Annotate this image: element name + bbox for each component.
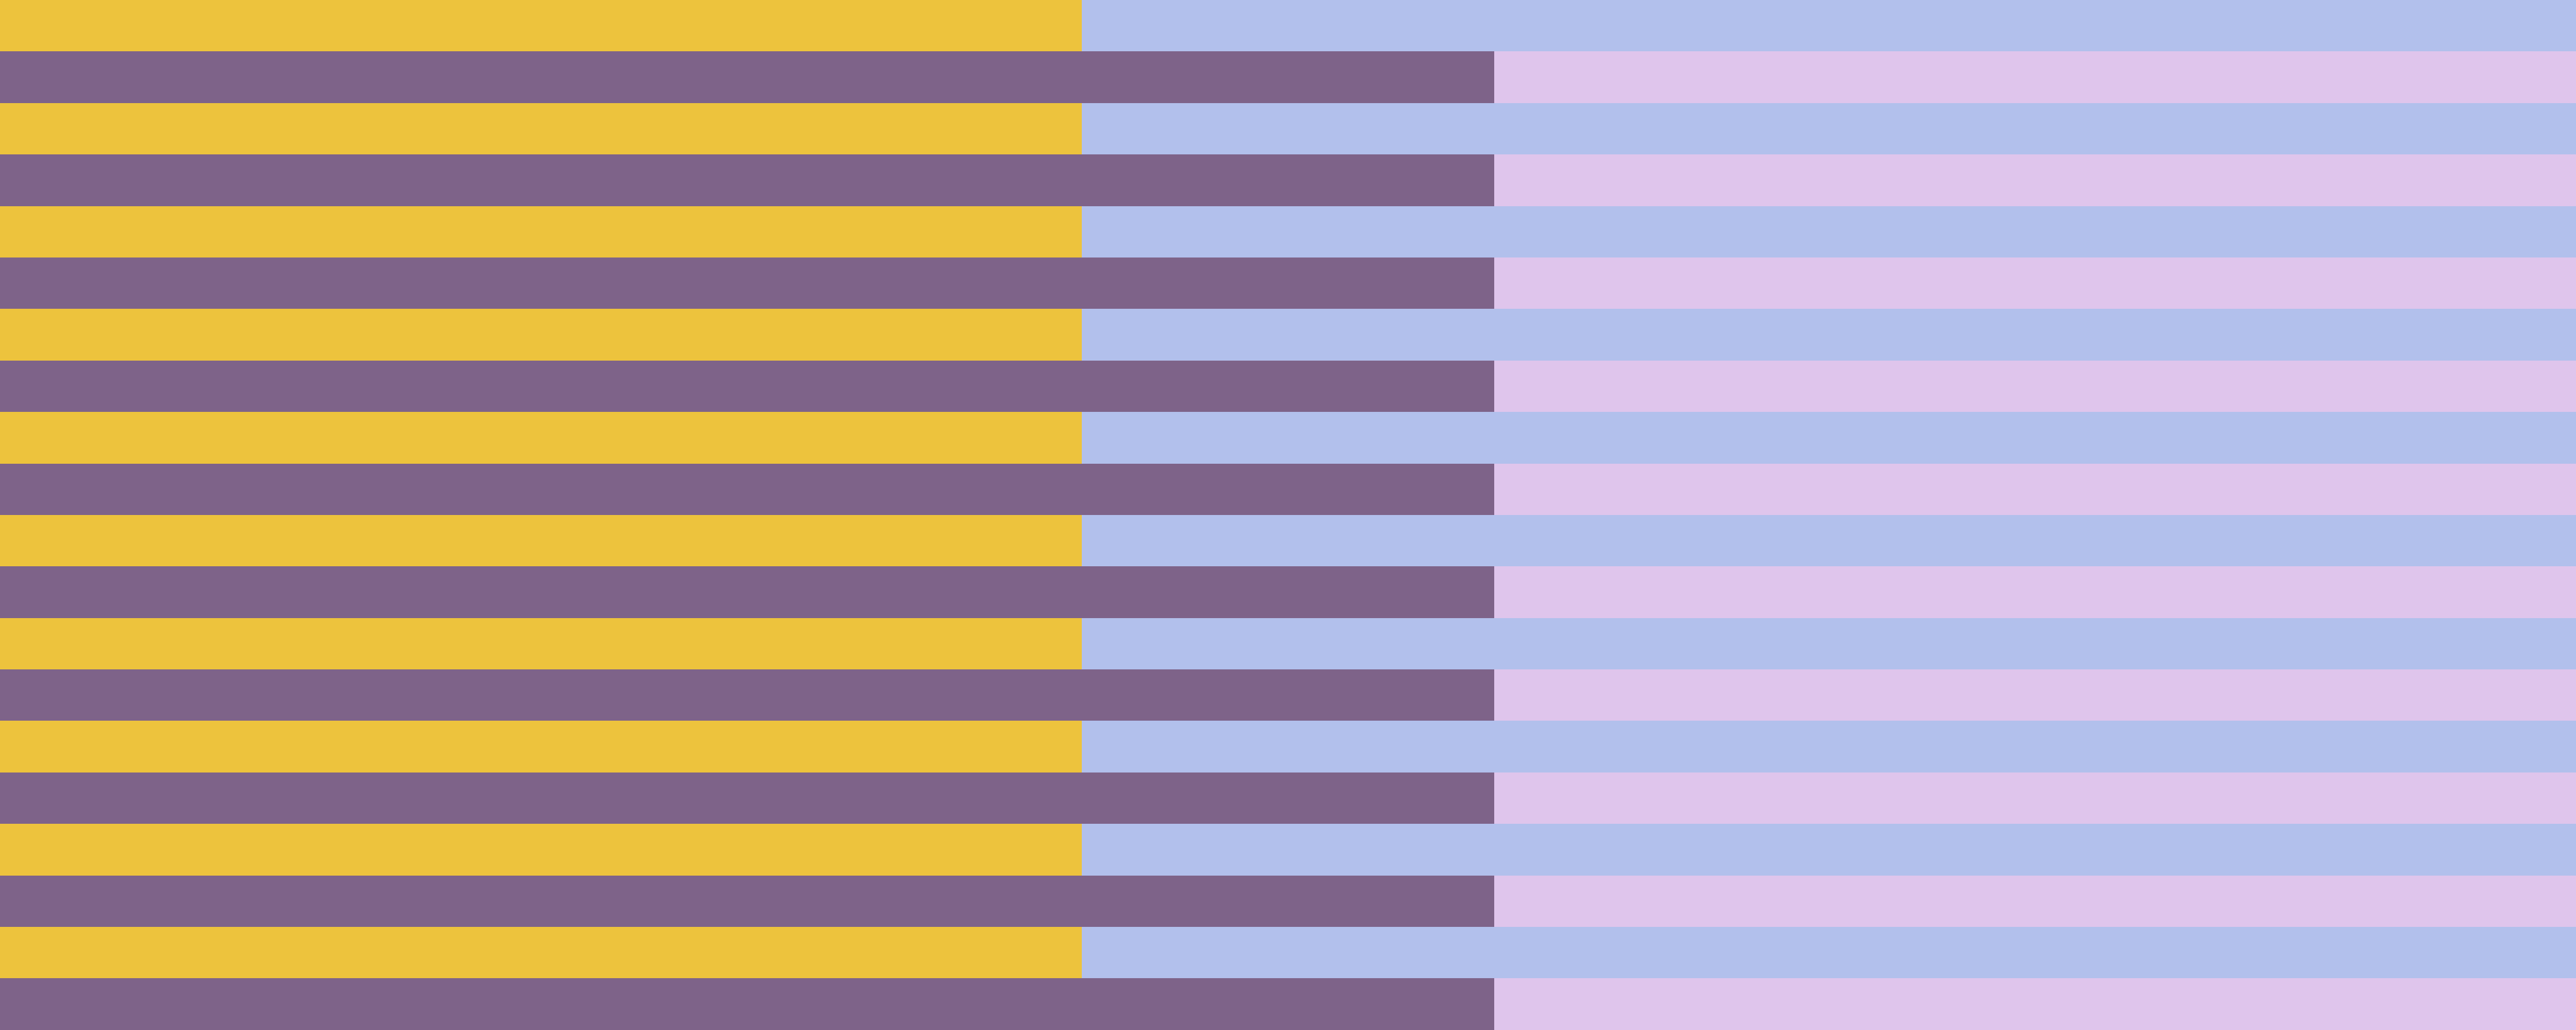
stripe-left-segment bbox=[0, 257, 1494, 309]
stripe-row bbox=[0, 514, 2576, 567]
stripe-left-segment bbox=[0, 669, 1494, 721]
stripe-row bbox=[0, 772, 2576, 824]
stripe-left-segment bbox=[0, 206, 1082, 258]
stripe-left-segment bbox=[0, 103, 1082, 155]
stripe-row bbox=[0, 51, 2576, 103]
stripe-left-segment bbox=[0, 463, 1494, 515]
stripe-row bbox=[0, 412, 2576, 464]
stripe-row bbox=[0, 824, 2576, 876]
stripe-row bbox=[0, 669, 2576, 721]
stripe-left-segment bbox=[0, 978, 1494, 1030]
stripe-left-segment bbox=[0, 927, 1082, 979]
stripe-row bbox=[0, 566, 2576, 618]
stripe-left-segment bbox=[0, 566, 1494, 618]
stripe-left-segment bbox=[0, 721, 1082, 772]
stripe-left-segment bbox=[0, 875, 1494, 927]
stripe-row bbox=[0, 927, 2576, 979]
stripe-left-segment bbox=[0, 154, 1494, 206]
stripe-row bbox=[0, 0, 2576, 52]
stripe-row bbox=[0, 154, 2576, 206]
stripe-left-segment bbox=[0, 412, 1082, 464]
stripe-row bbox=[0, 206, 2576, 258]
stripe-row bbox=[0, 978, 2576, 1030]
stripe-left-segment bbox=[0, 309, 1082, 361]
stripe-left-segment bbox=[0, 51, 1494, 103]
stripe-row bbox=[0, 309, 2576, 361]
stripe-left-segment bbox=[0, 772, 1494, 824]
stripe-row bbox=[0, 103, 2576, 155]
stripe-left-segment bbox=[0, 514, 1082, 567]
stripe-left-segment bbox=[0, 824, 1082, 876]
stripe-left-segment bbox=[0, 0, 1082, 52]
stripe-row bbox=[0, 721, 2576, 772]
stripe-row bbox=[0, 618, 2576, 670]
stripe-left-segment bbox=[0, 360, 1494, 412]
stripe-row bbox=[0, 360, 2576, 412]
stripe-row bbox=[0, 463, 2576, 515]
stripe-row bbox=[0, 875, 2576, 927]
stripe-row bbox=[0, 257, 2576, 309]
stripe-left-segment bbox=[0, 618, 1082, 670]
